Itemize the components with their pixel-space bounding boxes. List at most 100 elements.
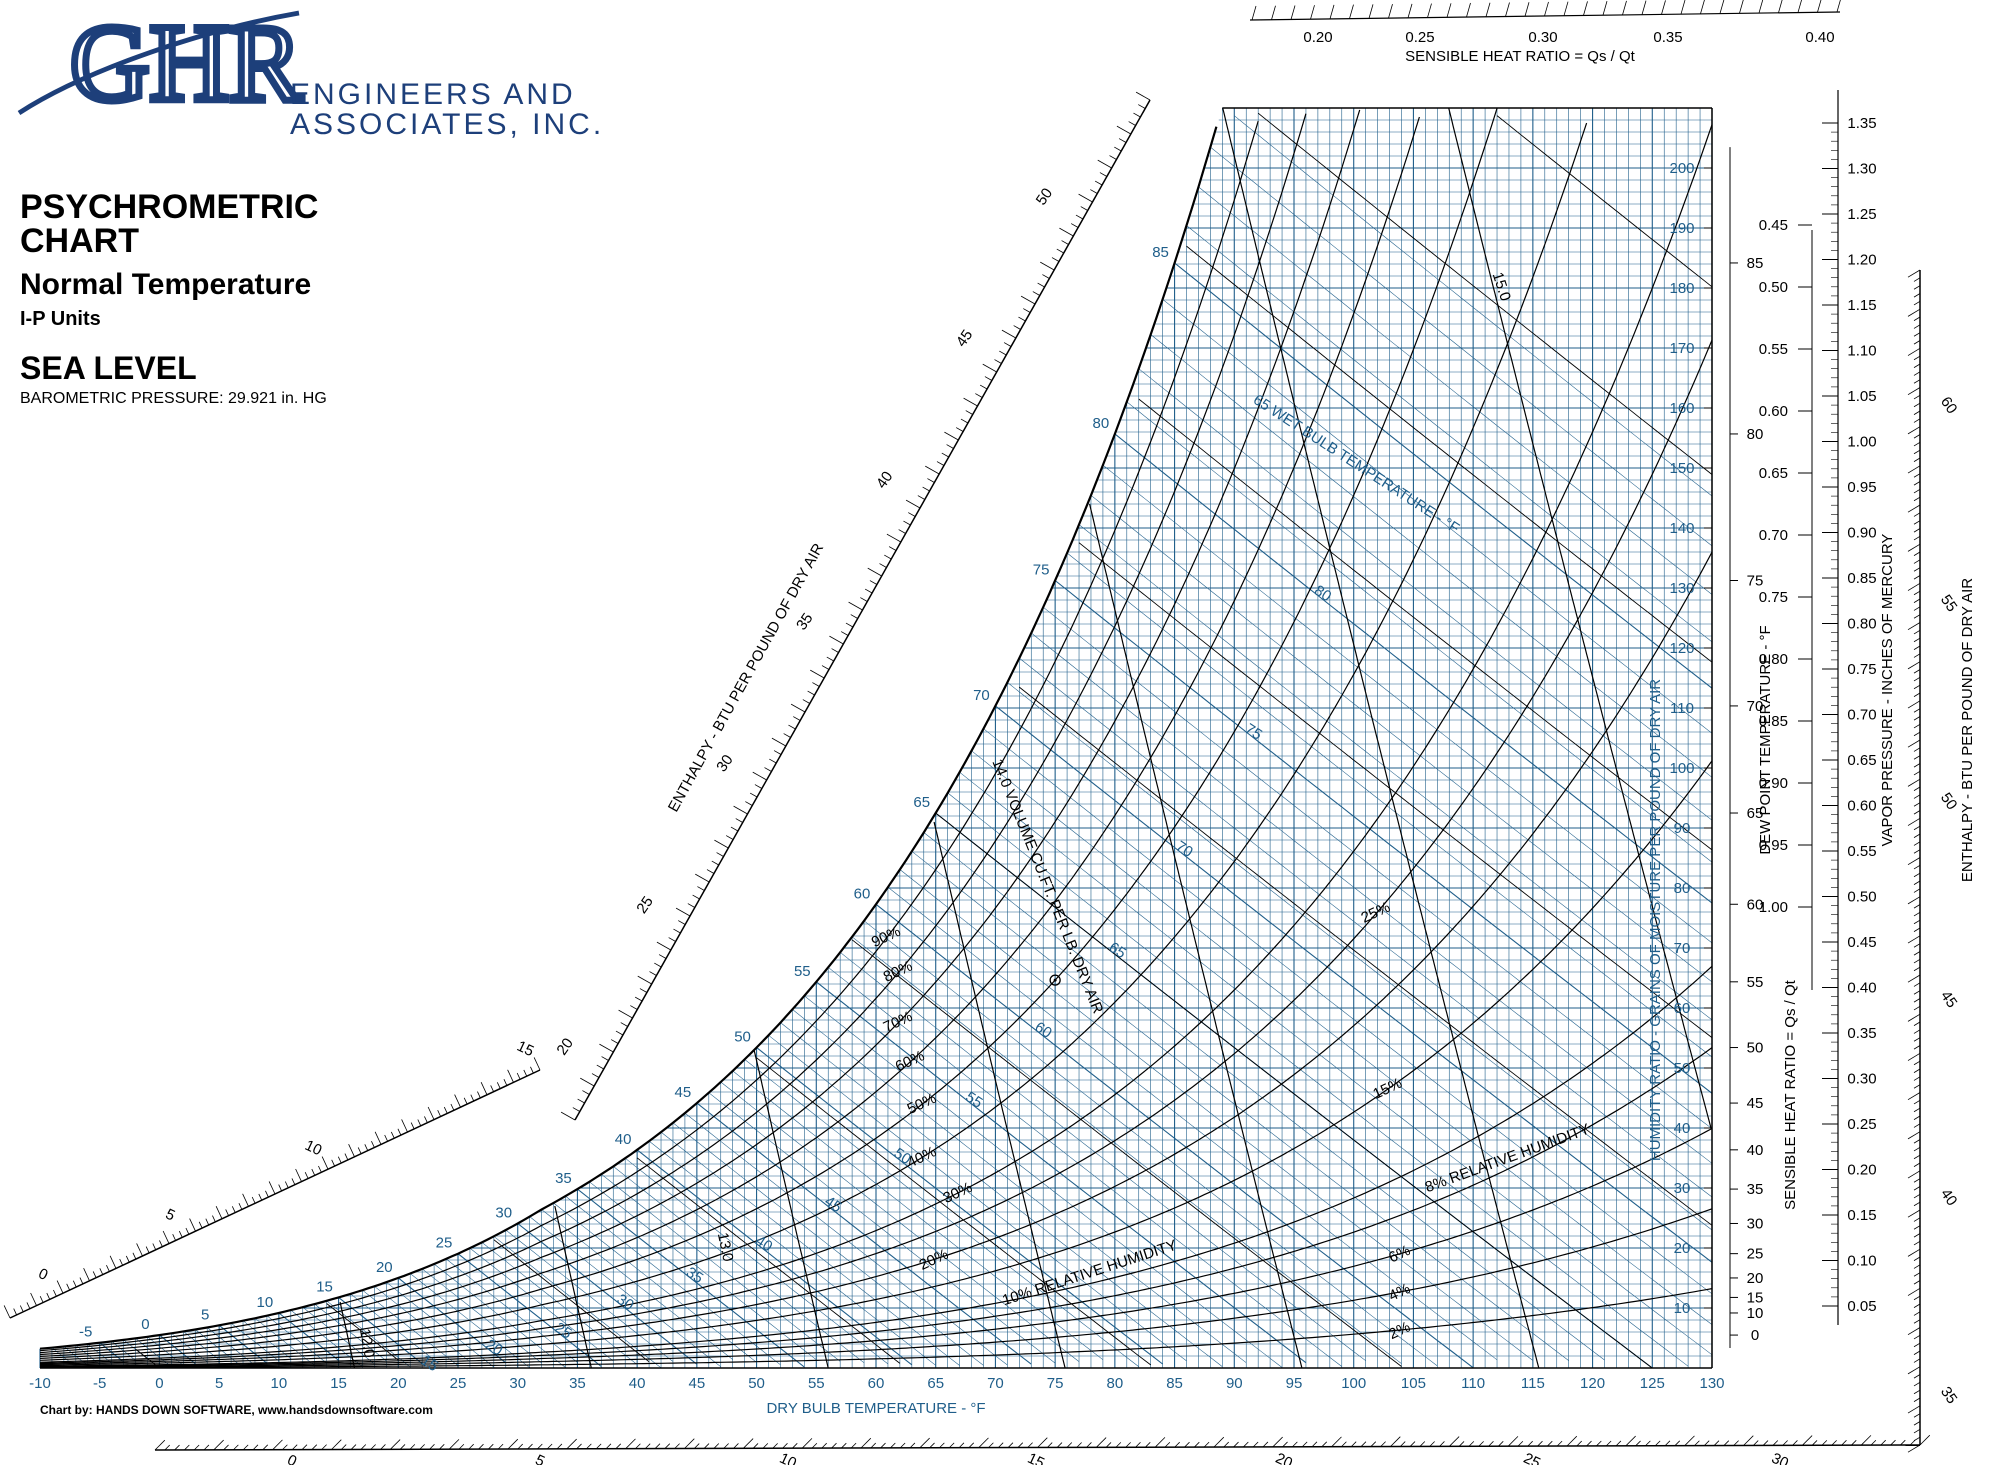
enthalpy-bottom-tick xyxy=(1586,1440,1592,1447)
wet-bulb-line xyxy=(1019,657,1713,1198)
enthalpy-diag-tick xyxy=(845,622,854,628)
wet-bulb-line xyxy=(541,1209,733,1360)
enthalpy-diag-tick xyxy=(936,461,945,466)
enthalpy-right-label: 55 xyxy=(1937,592,1960,615)
enthalpy-bottom-tick xyxy=(252,1444,259,1451)
vapor-tick-label: 1.25 xyxy=(1847,206,1876,223)
enthalpy-right-tick xyxy=(1913,1334,1921,1340)
enthalpy-diag-tick xyxy=(884,554,892,560)
wet-bulb-label: 80 xyxy=(1311,582,1334,605)
enthalpy-diag-tick xyxy=(610,1039,619,1044)
enthalpy-right-tick xyxy=(1913,1045,1921,1050)
shr-top-tick xyxy=(1524,2,1530,17)
rh-curve-60 xyxy=(39,116,1420,1357)
enthalpy-diag-tick xyxy=(821,665,830,670)
dew-tick-label: 10 xyxy=(1747,1305,1764,1322)
enthalpy-diag-tick xyxy=(1138,104,1146,109)
enthalpy-right-tick xyxy=(1913,1225,1921,1230)
enthalpy-bottom-tick xyxy=(723,1443,729,1449)
enthalpy-lower-tick xyxy=(424,1116,428,1123)
rh-label: 80% xyxy=(881,958,915,986)
enthalpy-diag-tick xyxy=(577,1098,585,1104)
enthalpy-right-tick xyxy=(1913,1421,1921,1426)
enthalpy-right-tick xyxy=(1913,849,1921,854)
enthalpy-bottom-tick xyxy=(644,1443,651,1449)
enthalpy-lower-tick xyxy=(291,1178,296,1185)
enthalpy-right-tick xyxy=(1913,1123,1921,1128)
enthalpy-bottom-tick xyxy=(1664,1440,1671,1447)
wet-bulb-line xyxy=(851,936,1402,1364)
enthalpy-diag-tick xyxy=(714,839,729,849)
enthalpy-diag-tick xyxy=(979,384,988,390)
enthalpy-bottom-tick xyxy=(576,1443,582,1450)
enthalpy-right-tick xyxy=(1913,1068,1921,1073)
rh-curve-25 xyxy=(39,339,1713,1364)
enthalpy-right-tick xyxy=(1907,465,1921,474)
enthalpy-bottom-tick xyxy=(1135,1442,1141,1448)
enthalpy-bottom-tick xyxy=(782,1443,788,1449)
enthalpy-bottom-tick xyxy=(1164,1441,1171,1448)
chart-subtitle: Normal Temperature xyxy=(20,268,312,301)
enthalpy-bottom-tick xyxy=(860,1437,872,1449)
enthalpy-diag-tick xyxy=(620,1022,628,1027)
enthalpy-diag-tick xyxy=(1001,329,1017,339)
saturation-temp-label: 20 xyxy=(376,1259,393,1276)
enthalpy-bottom-tick xyxy=(1890,1439,1896,1446)
enthalpy-diag-tick xyxy=(788,724,796,730)
enthalpy-diag-tick xyxy=(634,996,643,1002)
enthalpy-bottom-tick xyxy=(1086,1442,1092,1448)
wet-bulb-label: 75 xyxy=(1242,720,1265,743)
dry-bulb-tick-label: 90 xyxy=(1226,1375,1243,1392)
enthalpy-bottom-tick xyxy=(1733,1440,1739,1446)
enthalpy-right-tick xyxy=(1913,402,1921,408)
shr-top-tick xyxy=(1739,0,1744,14)
enthalpy-bottom-tick xyxy=(1203,1441,1210,1448)
enthalpy-bottom-label: 10 xyxy=(777,1450,799,1465)
rh-curve-90 xyxy=(39,120,1259,1352)
enthalpy-right-tick xyxy=(1913,731,1921,737)
saturation-temp-label: 10 xyxy=(257,1294,274,1311)
enthalpy-diag-tick xyxy=(716,852,724,857)
enthalpy-bottom-tick xyxy=(380,1444,386,1450)
rh-label: 6% xyxy=(1386,1242,1413,1267)
enthalpy-right-tick xyxy=(1907,1209,1921,1218)
enthalpy-right-tick xyxy=(1913,786,1921,791)
enthalpy-right-tick xyxy=(1913,1272,1921,1277)
enthalpy-diag-tick xyxy=(654,962,662,968)
saturation-temp-label: 0 xyxy=(141,1316,149,1333)
logo-line-2: ASSOCIATES, INC. xyxy=(290,108,605,141)
saturation-temp-label: 80 xyxy=(1093,415,1110,432)
grain-tick-label: 100 xyxy=(1669,760,1694,777)
enthalpy-bottom-tick xyxy=(556,1443,563,1450)
enthalpy-axis-label-right: ENTHALPY - BTU PER POUND OF DRY AIR xyxy=(1959,578,1976,882)
enthalpy-bottom-tick xyxy=(1498,1441,1504,1447)
enthalpy-right-tick xyxy=(1907,1327,1921,1336)
enthalpy-right-tick xyxy=(1913,755,1921,760)
dew-tick-label: 35 xyxy=(1747,1181,1764,1198)
grain-tick-label: 190 xyxy=(1669,220,1694,237)
chart-title-line-1: PSYCHROMETRIC xyxy=(20,188,319,226)
enthalpy-bottom-tick xyxy=(1488,1441,1494,1447)
shr-top-tick xyxy=(1700,0,1705,14)
enthalpy-right-tick xyxy=(1913,606,1921,611)
enthalpy-right-tick xyxy=(1913,449,1921,455)
enthalpy-right-tick xyxy=(1907,974,1921,983)
enthalpy-bottom-tick xyxy=(321,1444,327,1450)
enthalpy-right-tick xyxy=(1907,1170,1921,1179)
dew-tick-label: 0 xyxy=(1751,1327,1759,1344)
enthalpy-bottom-tick xyxy=(262,1444,269,1450)
enthalpy-lower-tick xyxy=(56,1280,64,1294)
ghr-logo-graphic: GHR xyxy=(17,5,306,125)
wet-bulb-line xyxy=(684,1112,1008,1366)
label-layer: -10 -5 0 5 10 15 20 25 30 35 40 45 50 55 60 65 70 75 80 85 9… xyxy=(29,29,1976,1465)
enthalpy-right-tick xyxy=(1913,951,1921,956)
enthalpy-diag-tick xyxy=(1037,282,1045,288)
enthalpy-right-tick xyxy=(1913,1146,1921,1152)
volume-label-13: 13.0 xyxy=(714,1231,737,1263)
rh-curve-2 xyxy=(40,1288,1713,1369)
wet-bulb-line xyxy=(899,869,1534,1361)
enthalpy-right-tick xyxy=(1913,1389,1921,1395)
enthalpy-diag-tick xyxy=(735,818,743,823)
dry-bulb-tick-label: 75 xyxy=(1047,1375,1064,1392)
dew-tick-label: 45 xyxy=(1747,1095,1764,1112)
